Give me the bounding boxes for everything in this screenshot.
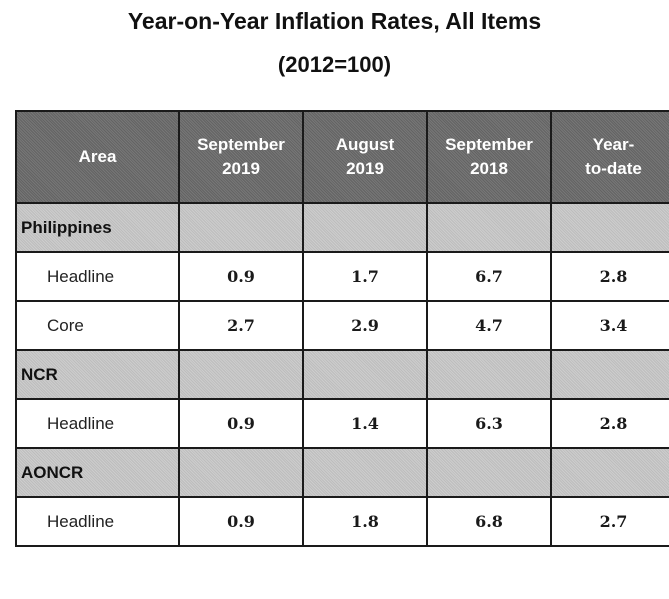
empty-cell [302,447,428,498]
header-label-line2: 2018 [470,159,508,178]
table-row: Core 2.7 2.9 4.7 3.4 [15,300,669,351]
header-label-line2: to-date [585,159,642,178]
table-row: Headline 0.9 1.7 6.7 2.8 [15,251,669,302]
table-title: Year-on-Year Inflation Rates, All Items [127,8,542,34]
group-row-aoncr: AONCR [15,447,669,498]
header-label-line1: September [445,135,533,154]
row-label: Headline [15,251,180,302]
header-august-2019: August 2019 [302,110,428,204]
empty-cell [426,349,552,400]
table-subtitle: (2012=100) [277,52,392,77]
header-label-line2: 2019 [346,159,384,178]
header-september-2018: September 2018 [426,110,552,204]
table-cell: 0.9 [178,398,304,449]
group-row-ncr: NCR [15,349,669,400]
group-label: NCR [15,349,180,400]
header-area: Area [15,110,180,204]
empty-cell [426,447,552,498]
inflation-table: Area September 2019 August 2019 Septembe… [15,110,669,547]
group-label: Philippines [15,202,180,253]
group-row-philippines: Philippines [15,202,669,253]
empty-cell [302,202,428,253]
empty-cell [178,202,304,253]
table-cell: 6.7 [426,251,552,302]
empty-cell [550,349,669,400]
table-cell: 1.7 [302,251,428,302]
table-row: Headline 0.9 1.8 6.8 2.7 [15,496,669,547]
table-cell: 2.8 [550,398,669,449]
header-label-line1: August [335,135,395,154]
header-label-line1: Year- [592,135,635,154]
empty-cell [426,202,552,253]
table-cell: 2.8 [550,251,669,302]
table-cell: 4.7 [426,300,552,351]
table-cell: 6.3 [426,398,552,449]
empty-cell [550,447,669,498]
header-label-line2: 2019 [222,159,260,178]
header-year-to-date: Year- to-date [550,110,669,204]
empty-cell [178,349,304,400]
table-cell: 2.9 [302,300,428,351]
header-september-2019: September 2019 [178,110,304,204]
table-cell: 1.8 [302,496,428,547]
table-cell: 0.9 [178,496,304,547]
row-label: Headline [15,398,180,449]
group-label: AONCR [15,447,180,498]
row-label: Headline [15,496,180,547]
header-row: Area September 2019 August 2019 Septembe… [15,110,669,204]
header-label-line1: September [197,135,285,154]
table-cell: 2.7 [178,300,304,351]
header-area-label: Area [78,147,117,166]
table-cell: 2.7 [550,496,669,547]
empty-cell [302,349,428,400]
row-label: Core [15,300,180,351]
table-row: Headline 0.9 1.4 6.3 2.8 [15,398,669,449]
empty-cell [550,202,669,253]
table-cell: 6.8 [426,496,552,547]
empty-cell [178,447,304,498]
table-cell: 1.4 [302,398,428,449]
table-cell: 0.9 [178,251,304,302]
table-cell: 3.4 [550,300,669,351]
